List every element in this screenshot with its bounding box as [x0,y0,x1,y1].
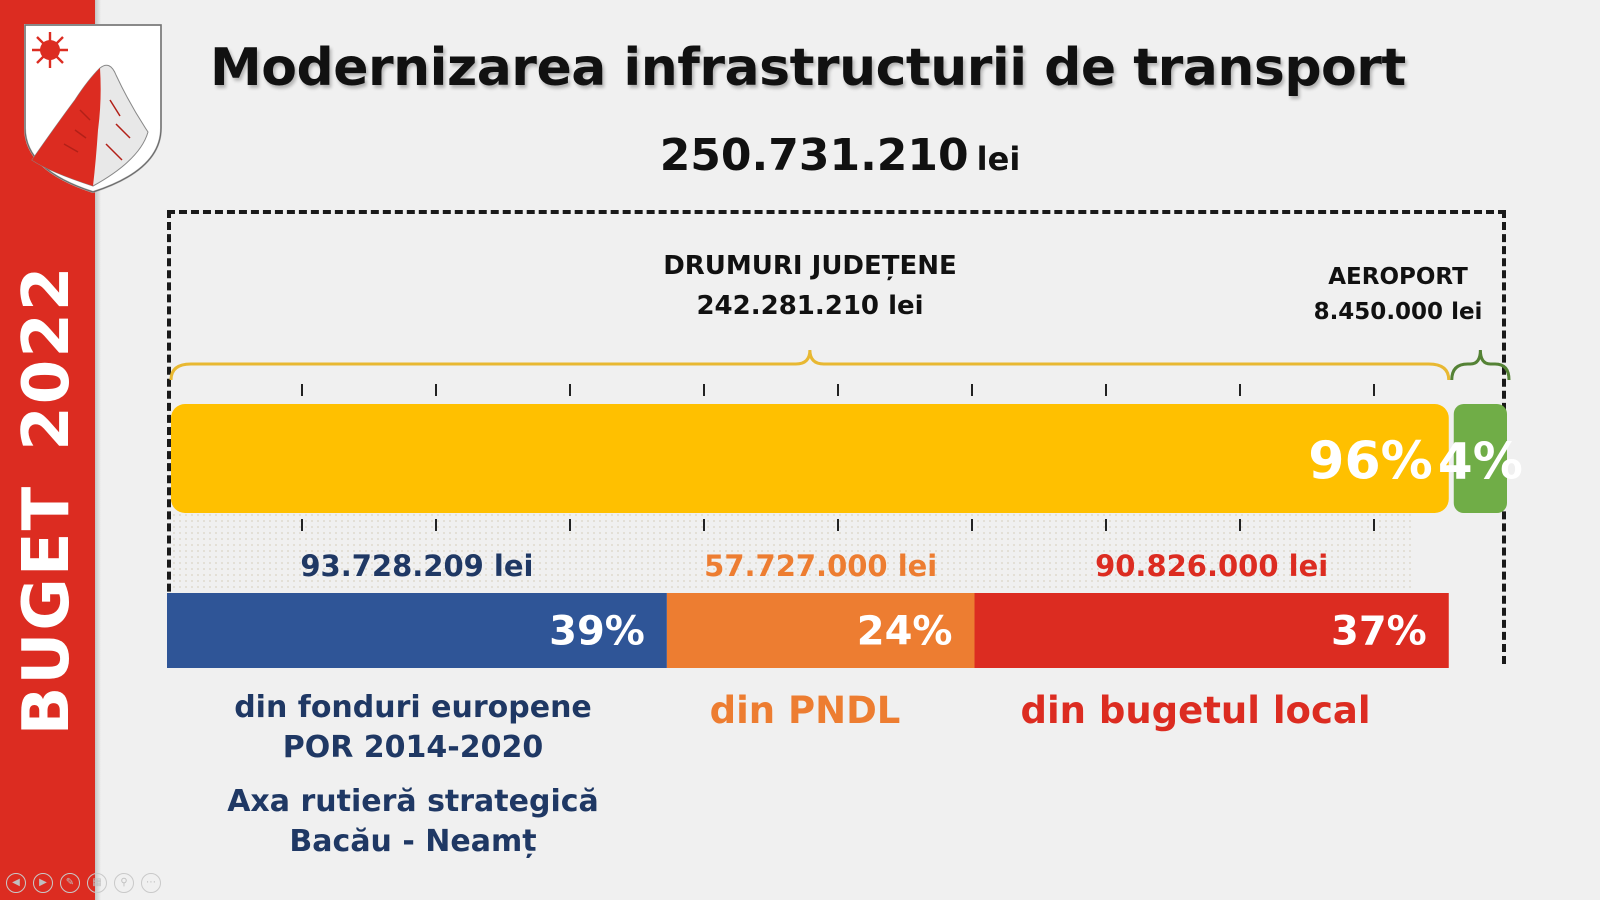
bar-source-0 [167,593,667,668]
zoom-icon[interactable]: ⚲ [114,873,134,893]
sun-icon [32,32,68,68]
aeroport-amount: 8.450.000 lei [1313,299,1483,325]
source-eu-line4: Bacău - Neamț [289,824,537,859]
bar-aeroport-value-label: 4% [1438,433,1523,491]
source-eu-line3: Axa rutieră strategică [227,784,599,819]
bar-source-value-label-2: 37% [1331,609,1427,655]
bar-source-amount-label-0: 93.728.209 lei [300,549,533,583]
county-crest-logo [24,24,162,194]
bar-drumuri-value-label: 96% [1308,432,1432,492]
source-pndl-line1: din PNDL [709,689,901,732]
pen-icon[interactable]: ✎ [60,873,80,893]
slideshow-controls: ◀ ▶ ✎ ▦ ⚲ ⋯ [6,873,161,893]
source-eu-line1: din fonduri europene [234,690,592,725]
drumuri-name: DRUMURI JUDEȚENE [663,251,957,281]
sidebar-shadow [95,0,101,900]
bar-source-value-label-1: 24% [857,609,953,655]
bar-source-1 [666,593,975,668]
drumuri-label: DRUMURI JUDEȚENE 242.281.210 lei [640,246,980,326]
slides-icon[interactable]: ▦ [87,873,107,893]
total-amount-unit: lei [976,140,1021,178]
page-title: Modernizarea infrastructurii de transpor… [210,38,1406,98]
total-amount-value: 250.731.210 [659,130,969,181]
aeroport-name: AEROPORT [1328,264,1468,290]
bar-source-2 [974,593,1449,668]
total-amount: 250.731.210 lei [0,130,1600,181]
brace-drumuri [169,349,1451,381]
aeroport-label: AEROPORT 8.450.000 lei [1298,260,1498,330]
hatch-band [171,512,1411,592]
brace-aeroport [1450,349,1511,381]
drumuri-amount: 242.281.210 lei [696,291,924,321]
source-eu-line2: POR 2014-2020 [282,730,544,765]
more-icon[interactable]: ⋯ [141,873,161,893]
source-local-line1: din bugetul local [1020,689,1371,732]
source-label-pndl: din PNDL [655,688,955,734]
prev-icon[interactable]: ◀ [6,873,26,893]
bar-aeroport [1453,404,1507,513]
bar-drumuri [171,404,1449,513]
source-label-eu: din fonduri europene POR 2014-2020 Axa r… [163,688,663,862]
source-label-local: din bugetul local [953,688,1438,734]
bar-source-amount-label-2: 90.826.000 lei [1095,549,1328,583]
next-icon[interactable]: ▶ [33,873,53,893]
bar-source-amount-label-1: 57.727.000 lei [704,549,937,583]
bar-source-value-label-0: 39% [549,609,645,655]
